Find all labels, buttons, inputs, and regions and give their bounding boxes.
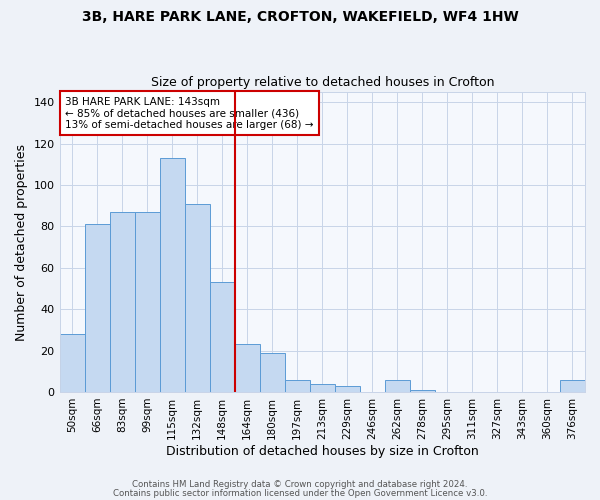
Bar xyxy=(285,380,310,392)
Text: 3B, HARE PARK LANE, CROFTON, WAKEFIELD, WF4 1HW: 3B, HARE PARK LANE, CROFTON, WAKEFIELD, … xyxy=(82,10,518,24)
Bar xyxy=(185,204,209,392)
Title: Size of property relative to detached houses in Crofton: Size of property relative to detached ho… xyxy=(151,76,494,90)
Text: 3B HARE PARK LANE: 143sqm
← 85% of detached houses are smaller (436)
13% of semi: 3B HARE PARK LANE: 143sqm ← 85% of detac… xyxy=(65,96,313,130)
Bar xyxy=(385,380,410,392)
Bar xyxy=(310,384,335,392)
Bar xyxy=(85,224,110,392)
Bar xyxy=(235,344,260,392)
Bar xyxy=(134,212,160,392)
Text: Contains public sector information licensed under the Open Government Licence v3: Contains public sector information licen… xyxy=(113,488,487,498)
Text: Contains HM Land Registry data © Crown copyright and database right 2024.: Contains HM Land Registry data © Crown c… xyxy=(132,480,468,489)
Bar xyxy=(260,352,285,392)
Bar xyxy=(335,386,360,392)
Bar xyxy=(209,282,235,392)
X-axis label: Distribution of detached houses by size in Crofton: Distribution of detached houses by size … xyxy=(166,444,479,458)
Y-axis label: Number of detached properties: Number of detached properties xyxy=(15,144,28,340)
Bar xyxy=(110,212,134,392)
Bar xyxy=(560,380,585,392)
Bar xyxy=(410,390,435,392)
Bar xyxy=(160,158,185,392)
Bar xyxy=(59,334,85,392)
